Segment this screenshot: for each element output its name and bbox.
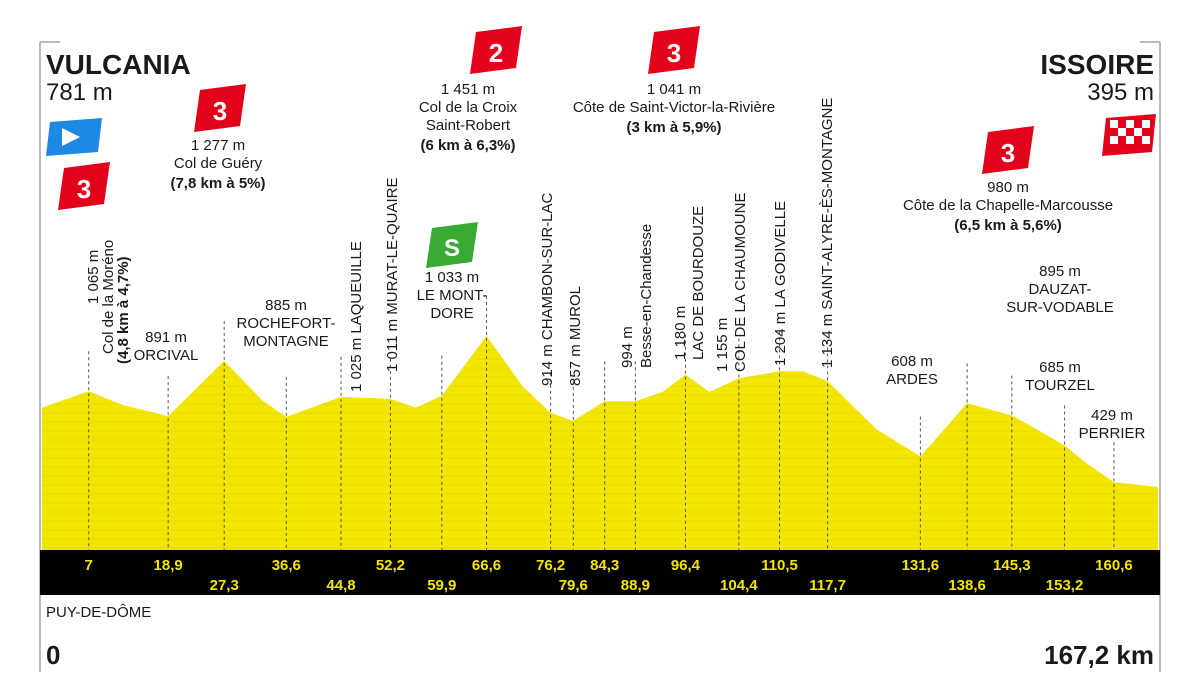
climb-detail: (6 km à 6,3%) [420, 137, 515, 154]
leader-lines [88, 296, 1115, 550]
kom-badge-icon: 3 [58, 162, 110, 210]
town-vertical-label: Besse-en-Chandesse [638, 224, 655, 368]
finish-name: ISSOIRE [1040, 49, 1154, 80]
km-marker-label: 145,3 [993, 557, 1031, 574]
kom-badge-icon: 3 [982, 126, 1034, 174]
km-marker-label: 138,6 [948, 577, 986, 594]
km-marker-label: 76,2 [536, 557, 565, 574]
kom-category: 3 [667, 38, 681, 68]
town-vertical-label: 914 m CHAMBON-SUR-LAC [539, 192, 556, 386]
climb-altitude: 1 041 m [647, 81, 701, 98]
km-marker-label: 88,9 [621, 577, 650, 594]
km-marker-label: 79,6 [559, 577, 588, 594]
km-marker-label: 59,9 [427, 577, 456, 594]
town-altitude: 895 m [1039, 263, 1081, 280]
town-name: ORCIVAL [134, 347, 199, 364]
town-vertical-label: 994 m [619, 326, 636, 368]
kom-category: 2 [489, 38, 503, 68]
distance-total: 167,2 km [1044, 640, 1154, 670]
km-marker-label: 110,5 [761, 557, 798, 574]
kom-category: 3 [213, 96, 227, 126]
start-flag-icon [46, 118, 102, 156]
town-vertical-label: 1 204 m LA GODIVELLE [772, 201, 789, 366]
town-vertical-label: 1 011 m MURAT-LE-QUAIRE [384, 178, 401, 373]
distance-bar [40, 550, 1160, 595]
town-altitude: 891 m [145, 329, 187, 346]
climb-detail: (7,8 km à 5%) [170, 175, 265, 192]
town-altitude: 885 m [265, 297, 307, 314]
town-vertical-label: LAC DE BOURDOUZE [690, 206, 707, 360]
km-marker-label: 36,6 [272, 557, 301, 574]
sprint-symbol: S [444, 235, 460, 262]
climb-detail: (3 km à 5,9%) [626, 119, 721, 136]
km-marker-label: 27,3 [210, 577, 239, 594]
climb-altitude: 1 451 m [441, 81, 495, 98]
kom-badge-icon: 3 [194, 84, 246, 132]
sprint-name: LE MONT- [417, 287, 488, 304]
kom-category: 3 [1001, 138, 1015, 168]
town-altitude: 608 m [891, 353, 933, 370]
town-name: PERRIER [1079, 425, 1146, 442]
km-marker-label: 44,8 [326, 577, 355, 594]
kom-category: 3 [77, 174, 91, 204]
climb-name: Col de la Moréno [100, 240, 117, 354]
sprint-name-line2: DORE [430, 305, 473, 322]
climb-name: Col de la Croix [419, 99, 518, 116]
region-label: PUY-DE-DÔME [46, 604, 151, 621]
town-name-line2: SUR-VODABLE [1006, 299, 1114, 316]
town-altitude: 685 m [1039, 359, 1081, 376]
climb-detail: (4,8 km à 4,7%) [115, 256, 132, 364]
climb-altitude: 980 m [987, 179, 1029, 196]
climb-name: Côte de Saint-Victor-la-Rivière [573, 99, 775, 116]
km-marker-label: 131,6 [902, 557, 940, 574]
town-vertical-label: COL DE LA CHAUMOUNE [732, 193, 749, 372]
km-marker-label: 96,4 [671, 557, 701, 574]
town-name: ROCHEFORT- [237, 315, 336, 332]
km-marker-label: 52,2 [376, 557, 405, 574]
climb-detail: (6,5 km à 5,6%) [954, 217, 1062, 234]
km-marker-label: 153,2 [1046, 577, 1084, 594]
km-marker-label: 84,3 [590, 557, 619, 574]
sprint-altitude: 1 033 m [425, 269, 479, 286]
climb-name: Col de Guéry [174, 155, 263, 172]
town-vertical-label: 1 155 m [714, 318, 731, 372]
sprint-badge-icon: S [426, 222, 478, 268]
km-marker-label: 18,9 [154, 557, 183, 574]
climb-altitude: 1 065 m [85, 250, 102, 304]
elevation-area [42, 336, 1158, 550]
town-name: TOURZEL [1025, 377, 1095, 394]
town-name: ARDES [886, 371, 938, 388]
finish-altitude: 395 m [1087, 79, 1154, 106]
climb-name-line2: Saint-Robert [426, 117, 511, 134]
town-altitude: 429 m [1091, 407, 1133, 424]
climb-altitude: 1 277 m [191, 137, 245, 154]
town-name: DAUZAT- [1028, 281, 1091, 298]
start-altitude: 781 m [46, 79, 113, 106]
finish-flag-icon [1102, 114, 1156, 156]
km-markers-bottom: 27,3 44,8 59,9 79,6 88,9 104,4 117,7 138,6 153,2 [210, 577, 1084, 594]
start-name: VULCANIA [46, 49, 191, 80]
town-name-line2: MONTAGNE [243, 333, 329, 350]
km-marker-label: 7 [85, 557, 93, 574]
km-markers-top: 7 18,9 36,6 52,2 66,6 76,2 84,3 96,4 110,5 131,6 1… [85, 557, 1133, 574]
distance-start: 0 [46, 640, 60, 670]
km-marker-label: 160,6 [1095, 557, 1133, 574]
elevation-profile-path [42, 336, 1158, 550]
town-vertical-label: 857 m MUROL [567, 286, 584, 386]
km-marker-label: 117,7 [809, 577, 846, 594]
km-marker-label: 104,4 [720, 577, 758, 594]
climb-name: Côte de la Chapelle-Marcousse [903, 197, 1113, 214]
kom-badge-icon: 2 [470, 26, 522, 74]
kom-badge-icon: 3 [648, 26, 700, 74]
town-vertical-label: 1 134 m SAINT-ALYRE-ÈS-MONTAGNE [819, 98, 836, 368]
town-vertical-label: 1 025 m LAQUEUILLE [348, 241, 365, 392]
km-marker-label: 66,6 [472, 557, 501, 574]
town-vertical-label: 1 180 m [672, 306, 689, 360]
